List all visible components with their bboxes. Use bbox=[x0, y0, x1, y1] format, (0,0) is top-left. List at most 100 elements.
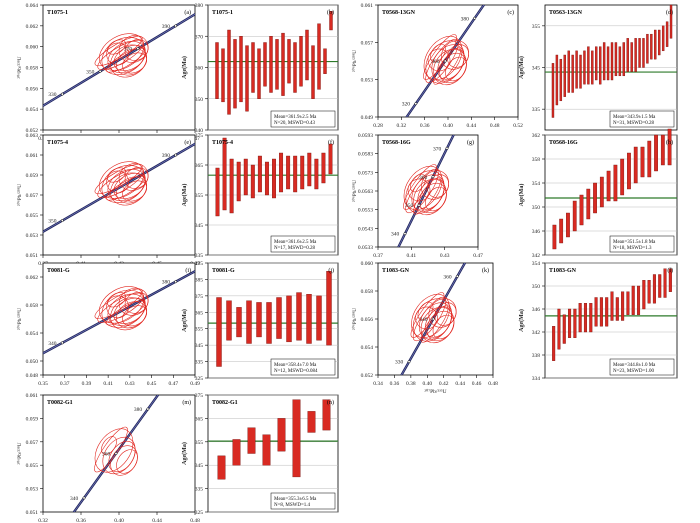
age-bar bbox=[275, 39, 279, 90]
age-bar bbox=[215, 42, 219, 99]
stats-text: Mean=358.4±7.0 Ma bbox=[274, 363, 317, 368]
age-bar bbox=[667, 128, 672, 166]
sample-name: T1075-4 bbox=[47, 140, 68, 146]
sample-name: T0563-13GN bbox=[549, 10, 583, 16]
x-tick-label: 0.44 bbox=[455, 381, 465, 387]
y-tick-label: 0.062 bbox=[26, 275, 39, 281]
y-tick-label: 0.058 bbox=[26, 303, 39, 309]
age-bar bbox=[650, 33, 653, 60]
y-tick-label: 0.049 bbox=[361, 115, 374, 121]
stats-box bbox=[270, 110, 336, 128]
age-bar bbox=[263, 42, 267, 87]
age-bar bbox=[573, 308, 577, 338]
age-marker bbox=[407, 360, 411, 364]
age-bar bbox=[562, 314, 566, 344]
age-bar bbox=[587, 46, 590, 85]
sample-name: T0081-G bbox=[212, 268, 235, 274]
error-ellipse bbox=[107, 168, 146, 202]
age-bar bbox=[222, 137, 227, 211]
error-ellipse bbox=[107, 39, 127, 55]
age-bar bbox=[593, 182, 597, 214]
age-marker bbox=[445, 146, 449, 150]
age-label: 340 bbox=[391, 232, 400, 238]
chart-panel-m: 0.32 0.36 0.40 0.44 0.48 0.051 0.053 0.055 0.057… bbox=[16, 393, 200, 523]
y-tick-label: 0.0563 bbox=[358, 189, 373, 195]
age-bar bbox=[583, 303, 588, 333]
age-bar bbox=[305, 29, 309, 81]
age-bar bbox=[599, 176, 604, 208]
stats-box bbox=[270, 358, 336, 376]
age-label: 350 bbox=[405, 203, 414, 209]
age-bar bbox=[658, 29, 661, 56]
error-ellipse bbox=[106, 300, 146, 326]
error-ellipse bbox=[107, 40, 146, 74]
age-bar bbox=[314, 158, 319, 190]
age-label: 360 bbox=[431, 59, 440, 65]
age-marker bbox=[174, 24, 178, 28]
error-ellipse bbox=[403, 164, 437, 210]
stats-text: N=12, MSWD=0.084 bbox=[274, 369, 318, 374]
age-bar bbox=[551, 63, 555, 118]
age-bar bbox=[300, 155, 305, 190]
chart-panel-h: 342 346 350 354 358 362 Age(Ma) T0568-16G (h) Mea… bbox=[518, 128, 678, 259]
y-axis-label: ²⁰⁶Pb/²³⁸U bbox=[16, 442, 23, 464]
age-bar bbox=[626, 291, 630, 315]
y-tick-label: 345 bbox=[532, 66, 541, 72]
x-axis-label: ²⁰⁷Pb/²³⁵U bbox=[424, 388, 446, 395]
x-tick-label: 0.39 bbox=[82, 381, 92, 387]
x-tick-label: 0.44 bbox=[467, 123, 477, 129]
chart-panel-f: 335 345 355 365 375 Age(Ma) T1075-4 (f) Mean=361… bbox=[181, 133, 339, 259]
error-ellipse bbox=[116, 301, 147, 329]
y-tick-label: 0.0543 bbox=[358, 226, 373, 232]
age-bar bbox=[636, 285, 641, 315]
age-bar bbox=[286, 295, 292, 343]
age-bar bbox=[286, 155, 291, 190]
plot-area: 340 350 360 370 bbox=[391, 135, 455, 247]
age-bar bbox=[647, 140, 652, 178]
panel-frame bbox=[42, 4, 196, 131]
chart-panel-i: 0.35 0.37 0.39 0.41 0.43 0.45 0.47 0.49 0.048 0.0… bbox=[16, 262, 200, 387]
error-ellipse bbox=[413, 177, 441, 215]
age-bar bbox=[618, 46, 622, 77]
stats-text: Mean=344.8±1.0 Ma bbox=[613, 363, 656, 368]
y-tick-label: 0.061 bbox=[361, 3, 374, 9]
age-bar bbox=[606, 46, 610, 81]
age-bar bbox=[631, 285, 635, 315]
age-bar bbox=[665, 21, 669, 47]
sample-name: T0082-G1 bbox=[47, 400, 73, 406]
age-bar bbox=[559, 218, 564, 244]
age-label: 370 bbox=[124, 47, 132, 53]
x-tick-label: 0.44 bbox=[152, 518, 162, 523]
y-tick-label: 0.054 bbox=[361, 345, 374, 351]
sample-name: T1083-GN bbox=[549, 268, 577, 274]
age-bar bbox=[246, 300, 252, 344]
age-bar bbox=[661, 25, 665, 52]
error-ellipse bbox=[433, 47, 461, 85]
x-tick-label: 0.47 bbox=[473, 253, 483, 259]
x-tick-label: 0.28 bbox=[373, 123, 383, 129]
age-bar bbox=[602, 42, 606, 81]
y-tick-label: 0.060 bbox=[26, 45, 39, 51]
y-axis-label: ²⁰⁶Pb/²³⁸U bbox=[351, 50, 358, 72]
age-bar bbox=[247, 427, 256, 454]
error-ellipse bbox=[110, 297, 147, 331]
y-tick-label: 350 bbox=[195, 97, 204, 103]
age-label: 380 bbox=[162, 280, 171, 286]
concordia-curve-inner bbox=[43, 270, 195, 354]
panel-label: (e) bbox=[184, 139, 191, 146]
error-ellipse bbox=[122, 52, 148, 74]
x-tick-label: 0.47 bbox=[168, 381, 178, 387]
y-tick-label: 345 bbox=[195, 223, 204, 229]
error-ellipse bbox=[106, 175, 146, 201]
plot-area: 340 380 bbox=[43, 269, 195, 355]
x-tick-label: 0.34 bbox=[373, 381, 383, 387]
y-tick-label: 325 bbox=[195, 510, 204, 516]
y-tick-label: 0.058 bbox=[361, 289, 374, 295]
y-axis-label: Age(Ma) bbox=[181, 184, 188, 207]
plot-area: 330 340 360 bbox=[395, 263, 467, 375]
y-axis-label: ²⁰⁶Pb/²³⁸U bbox=[351, 180, 358, 202]
error-ellipse bbox=[407, 178, 431, 202]
y-axis-label: ²⁰⁶Pb/²³⁸U bbox=[16, 56, 23, 78]
age-marker bbox=[403, 232, 407, 236]
age-bar bbox=[217, 455, 226, 480]
